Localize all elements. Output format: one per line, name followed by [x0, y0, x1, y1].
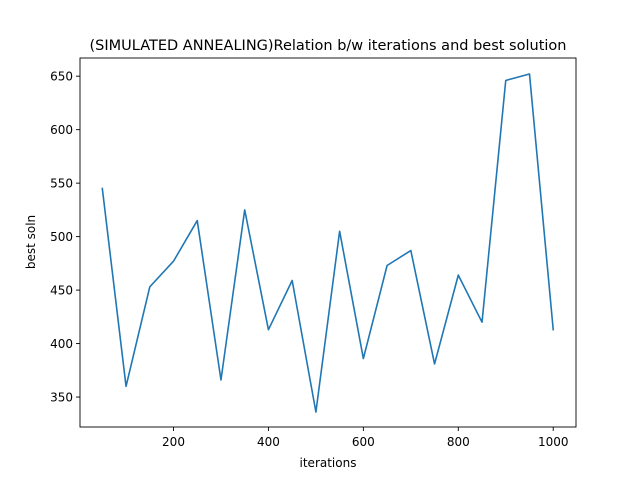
y-tick-label: 550: [50, 177, 73, 191]
y-axis-label: best soln: [24, 215, 38, 269]
y-tick-label: 400: [50, 337, 73, 351]
x-tick-label: 800: [447, 435, 470, 449]
x-axis-label: iterations: [300, 456, 357, 470]
plot-area: 200 400 600 800 1000 350 400 450 500 550 600 650: [50, 57, 577, 449]
chart-title: (SIMULATED ANNEALING)Relation b/w iterat…: [90, 38, 567, 54]
y-tick-label: 350: [50, 391, 73, 405]
y-tick-label: 600: [50, 123, 73, 137]
y-tick-label: 450: [50, 284, 73, 298]
x-tick-label: 600: [352, 435, 375, 449]
y-tick-label: 500: [50, 230, 73, 244]
plot-frame: [79, 57, 577, 428]
x-tick-label: 400: [257, 435, 280, 449]
series-line-1: [101, 73, 555, 413]
x-tick-label: 200: [162, 435, 185, 449]
x-tick-label: 1000: [538, 435, 569, 449]
y-tick-label: 650: [50, 70, 73, 84]
